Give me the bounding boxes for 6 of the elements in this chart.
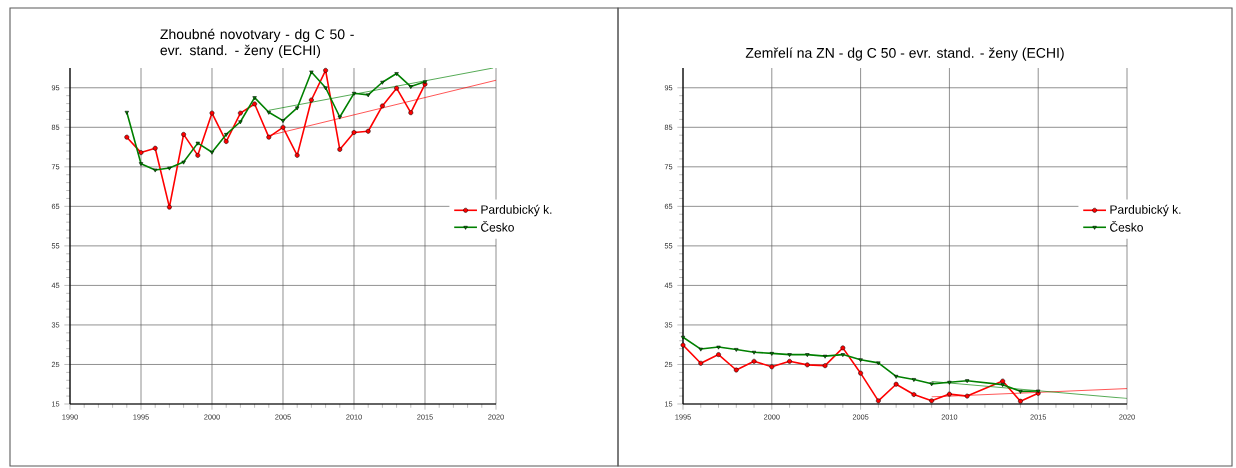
- legend-label: Pardubický k.: [1110, 204, 1181, 217]
- legend-label: Česko: [1110, 221, 1143, 232]
- chart-title: Zhoubné novotvary - dg C 50 - evr. stand. - ženy (ECHI): [160, 28, 354, 58]
- legend-label: Česko: [481, 221, 514, 232]
- chart-title: Zemřelí na ZN - dg C 50 - evr. stand. - ženy (ECHI): [745, 47, 1064, 61]
- legend-label: Pardubický k.: [481, 204, 552, 217]
